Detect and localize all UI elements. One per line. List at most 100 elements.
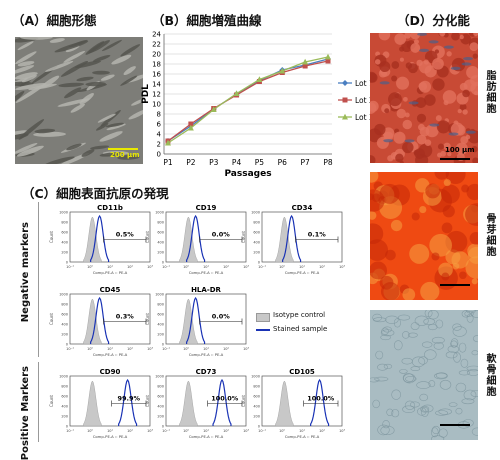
cell-shape (15, 133, 29, 141)
y-tick-label: 6 (157, 121, 162, 129)
lipid-droplet (451, 33, 460, 41)
scale-bar-line-d (440, 158, 470, 160)
chondrocyte-cell (402, 373, 414, 383)
x-tick-label: 10¹ (299, 265, 305, 269)
x-tick-label: 10³ (243, 347, 249, 351)
cell-shape (43, 156, 75, 164)
y-tick-label: 600 (157, 313, 164, 317)
series-line (167, 56, 329, 144)
cell-shape (70, 103, 85, 113)
x-tick-label: 10⁰ (183, 265, 189, 269)
y-tick-label: 0 (162, 343, 164, 347)
mineral-deposit (370, 239, 389, 261)
stained-histogram (186, 214, 206, 262)
lipid-droplet (396, 108, 407, 119)
group-bracket-positive (38, 362, 39, 442)
chondrocyte-cell (430, 427, 439, 438)
lipid-droplet (442, 90, 457, 104)
legend-label: Lot 1 (355, 79, 374, 88)
chondrocyte-cell (438, 408, 452, 415)
chondrocyte-cell (461, 398, 475, 405)
lipid-droplet (459, 103, 467, 111)
isotype-histogram (275, 216, 294, 263)
mineral-deposit (409, 243, 430, 264)
flow-histogram: CD90 0 200 400 600 800 1000 Count 10⁻¹ 10⁰ 10¹ 10² 1… (49, 368, 154, 439)
chondrocyte-cell (431, 425, 440, 435)
y-tick-label: 1000 (251, 375, 260, 379)
cell-shape (66, 143, 82, 151)
mineral-deposit (370, 172, 379, 183)
y-tick-label: 1000 (155, 293, 164, 297)
cell-shape (15, 83, 47, 91)
chondrocyte-cell (439, 379, 452, 390)
chondrocyte-cell (397, 314, 411, 321)
y-tick-label: 400 (157, 405, 164, 409)
x-axis-title: Comp-PE-A :: PE-A (93, 270, 128, 275)
chondrocyte-cell (372, 399, 380, 409)
chondrocyte-cell (461, 310, 471, 318)
chondrocyte-cell (460, 358, 469, 368)
lipid-droplet (425, 124, 439, 138)
y-tick-label: 800 (157, 303, 164, 307)
stained-histogram (186, 296, 206, 344)
chondrocyte-cell (435, 372, 448, 379)
y-tick-label: 800 (61, 385, 68, 389)
lipid-droplet (379, 61, 391, 73)
chondrocyte-cell (464, 310, 474, 317)
x-axis-title: Comp-PE-A :: PE-A (93, 434, 128, 439)
chondrocyte-cell (373, 317, 387, 323)
marker-label: CD45 (100, 286, 121, 294)
adipocyte-micrograph (370, 33, 478, 163)
chondrocyte-cell (386, 408, 394, 416)
cell-shape (15, 130, 28, 136)
nucleus-shape (419, 48, 430, 52)
lipid-droplet (437, 152, 442, 158)
y-tick-label: 200 (61, 415, 68, 419)
stained-histogram (282, 214, 302, 262)
x-tick-label: 10⁰ (87, 265, 93, 269)
chondrocyte-cell (419, 393, 429, 402)
x-axis-title: Comp-PE-A :: PE-A (285, 434, 320, 439)
data-point (256, 76, 263, 82)
chondrocyte-cell (407, 332, 418, 338)
chondrocyte-cell (421, 341, 433, 348)
x-tick-label: P1 (163, 158, 173, 167)
data-point (188, 121, 194, 127)
marker-label: CD11b (97, 204, 123, 212)
x-tick-label: 10² (127, 265, 133, 269)
panel-c-title: （C）細胞表面抗原の発現 (22, 186, 169, 201)
x-tick-label: 10¹ (203, 347, 209, 351)
x-axis-title: Comp-PE-A :: PE-A (189, 270, 224, 275)
lipid-droplet (434, 49, 440, 54)
chondrocyte-cell (383, 363, 393, 369)
mineral-deposit (469, 232, 478, 245)
flow-legend: Isotype control Stained sample (256, 310, 366, 340)
chondrocyte-cell (452, 326, 467, 337)
lipid-droplet (388, 92, 402, 107)
y-tick-label: 12 (152, 91, 161, 99)
chondrocyte-cell (374, 376, 389, 382)
x-tick-label: 10³ (147, 429, 153, 433)
lipid-droplet (418, 123, 425, 131)
chondrocyte-cell (423, 318, 436, 325)
chondrocyte-cell (399, 369, 408, 374)
chondrocyte-cell (424, 349, 437, 360)
y-tick-label: 800 (253, 221, 260, 225)
chondrocyte-cell (405, 376, 417, 382)
cell-shape (20, 37, 53, 40)
cell-shape (21, 75, 37, 83)
y-tick-label: 0 (157, 151, 161, 159)
chondrocyte-cell (471, 427, 478, 436)
isotype-histogram (275, 380, 294, 427)
chondrocyte-cell (416, 381, 431, 389)
chondrocyte-cell (393, 340, 403, 351)
chondrocyte-cell (382, 326, 392, 333)
legend-label: Lot 3 (355, 113, 374, 122)
cell-shape (97, 113, 116, 123)
data-point (233, 90, 240, 96)
cell-shape (17, 61, 35, 67)
lipid-droplet (457, 108, 462, 114)
legend-stained-label: Stained sample (273, 325, 328, 333)
y-tick-label: 600 (157, 231, 164, 235)
lipid-droplet (465, 134, 471, 140)
